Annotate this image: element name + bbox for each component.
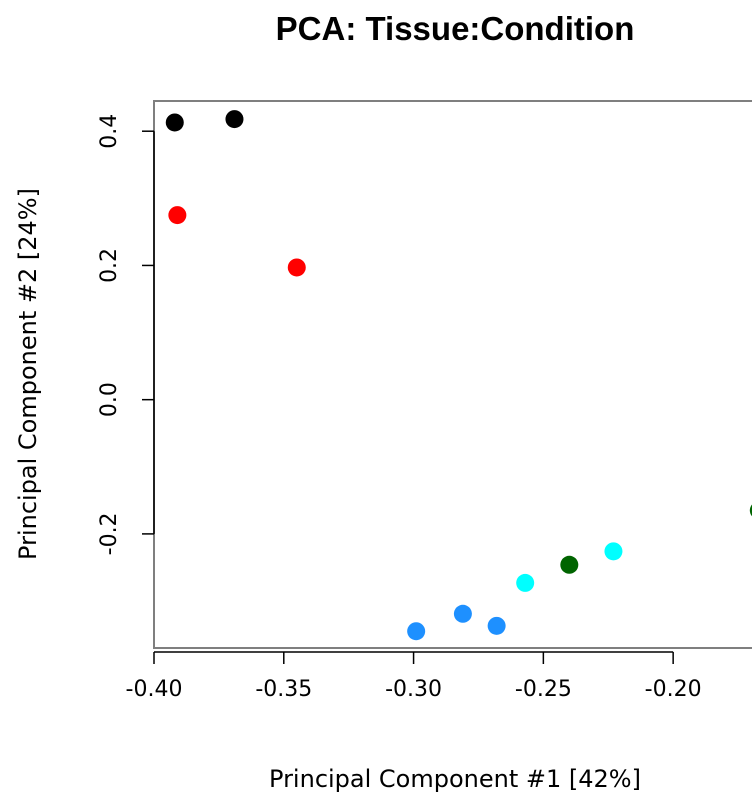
data-point bbox=[407, 622, 426, 641]
x-tick-label: -0.35 bbox=[255, 677, 312, 702]
y-tick-label: -0.2 bbox=[97, 512, 122, 555]
data-point bbox=[560, 555, 579, 574]
data-point bbox=[516, 573, 535, 592]
data-point bbox=[225, 110, 244, 129]
y-tick-label: 0.0 bbox=[97, 382, 122, 417]
data-point bbox=[487, 616, 506, 635]
chart-title: PCA: Tissue:Condition bbox=[276, 10, 635, 47]
data-point bbox=[604, 542, 623, 561]
x-tick-label: -0.40 bbox=[126, 677, 183, 702]
x-tick-label: -0.30 bbox=[385, 677, 442, 702]
y-tick-label: 0.4 bbox=[97, 114, 122, 149]
data-point bbox=[287, 258, 306, 277]
x-axis-label: Principal Component #1 [42%] bbox=[269, 765, 641, 793]
data-point bbox=[165, 113, 184, 132]
y-axis-label: Principal Component #2 [24%] bbox=[14, 188, 42, 560]
data-point bbox=[453, 604, 472, 623]
x-axis-ticks: -0.40 -0.35 -0.30 -0.25 -0.20 bbox=[126, 652, 702, 702]
data-point bbox=[749, 504, 752, 517]
plot-area-frame bbox=[153, 100, 752, 649]
y-tick-label: 0.2 bbox=[97, 248, 122, 283]
x-tick-label: -0.20 bbox=[645, 677, 702, 702]
x-tick-label: -0.25 bbox=[515, 677, 572, 702]
data-point bbox=[168, 206, 187, 225]
data-points bbox=[165, 110, 752, 641]
y-axis-ticks: -0.2 0.0 0.2 0.4 bbox=[97, 114, 154, 555]
